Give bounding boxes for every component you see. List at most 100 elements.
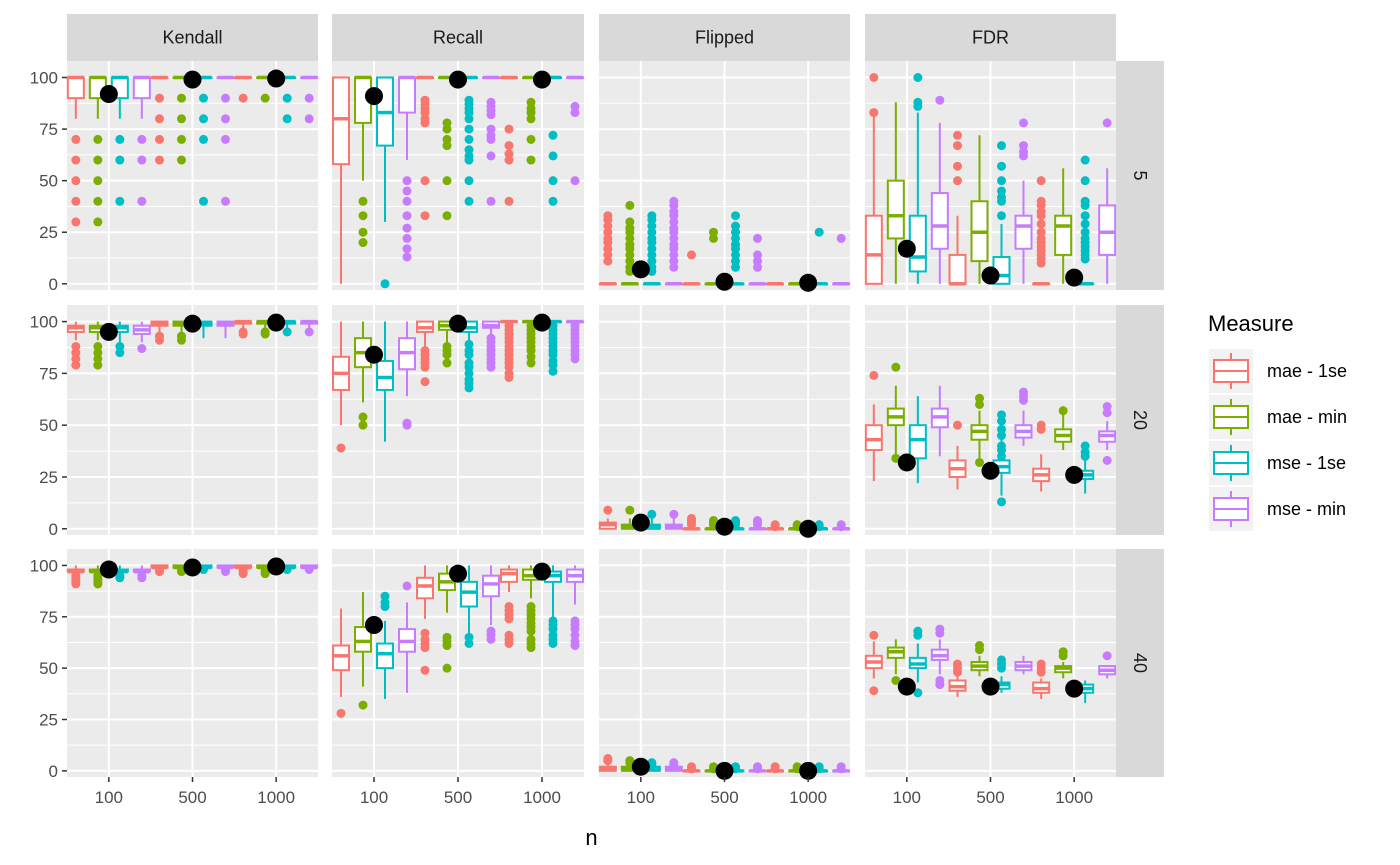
y-tick-label: 0 — [49, 762, 58, 781]
outlier-point — [603, 221, 613, 231]
outlier-point — [953, 667, 962, 677]
outlier-point — [570, 630, 580, 640]
outlier-point — [115, 196, 125, 206]
boxplot-mse-min — [216, 564, 235, 577]
outlier-point — [731, 221, 740, 231]
outlier-point — [570, 101, 580, 111]
outlier-point — [1102, 408, 1112, 418]
legend-entry: mse - 1se — [1209, 441, 1346, 485]
outlier-point — [548, 151, 558, 161]
outlier-point — [1036, 424, 1046, 434]
boxplot-mae-1se — [150, 564, 169, 577]
outlier-point — [603, 756, 613, 766]
boxplot-mae-1se — [864, 630, 883, 696]
panel-fdr-40 — [864, 549, 1117, 777]
outlier-point — [953, 176, 962, 186]
outlier-point — [647, 221, 657, 231]
box-group-n1000 — [766, 761, 851, 780]
outlier-point — [155, 155, 164, 165]
box-group-n100 — [598, 505, 683, 532]
outlier-point — [380, 279, 390, 289]
boxplot-mae-1se — [332, 76, 350, 284]
y-tick-label: 50 — [39, 659, 58, 678]
outlier-point — [93, 155, 103, 165]
outlier-point — [442, 663, 452, 673]
outlier-point — [997, 176, 1006, 186]
outlier-point — [115, 573, 125, 583]
y-tick-label: 50 — [39, 172, 58, 191]
outlier-point — [770, 764, 780, 774]
row-strip-label: 5 — [1130, 170, 1150, 180]
boxplot-mae-min — [438, 565, 456, 673]
outlier-point — [913, 688, 923, 698]
outlier-point — [1080, 219, 1090, 229]
strip-background — [599, 14, 850, 61]
legend-label: mse - 1se — [1267, 453, 1346, 473]
box-group-n500 — [682, 211, 767, 291]
boxplot-mae-1se — [1032, 659, 1051, 699]
boxplot-mae-min — [970, 135, 989, 284]
outlier-point — [997, 141, 1006, 151]
outlier-point — [464, 124, 474, 134]
outlier-point — [603, 238, 613, 248]
boxplot-mse-1se — [908, 73, 927, 284]
boxplot-mse-min — [132, 565, 151, 583]
boxplot-mse-min — [566, 319, 584, 364]
outlier-point — [526, 643, 536, 653]
mean-marker — [267, 557, 286, 576]
box-group-n100 — [598, 196, 683, 286]
outlier-point — [137, 134, 147, 144]
boxplot-mae-1se — [598, 211, 617, 286]
outlier-point — [731, 233, 740, 243]
outlier-point — [420, 176, 430, 186]
boxplot-mse-min — [398, 581, 416, 693]
panel-fdr-20 — [864, 305, 1117, 535]
outlier-point — [238, 93, 248, 103]
outlier-point — [731, 244, 740, 254]
outlier-point — [464, 362, 474, 372]
column-strip-fdr: FDR — [865, 14, 1116, 61]
boxplot-mae-min — [172, 564, 191, 577]
mean-marker — [631, 757, 650, 776]
outlier-point — [93, 348, 103, 358]
boxplot-mse-min — [398, 321, 416, 430]
outlier-point — [221, 93, 230, 103]
outlier-point — [442, 141, 452, 151]
iqr-box — [332, 76, 350, 166]
boxplot-mae-min — [172, 75, 191, 165]
iqr-box — [354, 626, 372, 653]
x-tick-label: 500 — [178, 788, 206, 807]
box-group-n500 — [948, 118, 1033, 286]
outlier-point — [137, 573, 147, 583]
column-strip-kendall: Kendall — [67, 14, 318, 61]
column-strip-label: FDR — [972, 28, 1009, 48]
outlier-point — [625, 256, 635, 266]
boxplot-mae-min — [88, 75, 107, 227]
outlier-point — [669, 200, 679, 210]
outlier-point — [464, 196, 474, 206]
outlier-point — [504, 149, 514, 159]
boxplot-mae-1se — [332, 608, 350, 718]
outlier-point — [1036, 219, 1046, 229]
row-strip-5: 5 — [1116, 61, 1164, 290]
y-tick-label: 75 — [39, 364, 58, 383]
column-strip-flipped: Flipped — [599, 14, 850, 61]
box-group-n500 — [416, 564, 500, 675]
outlier-point — [199, 196, 208, 206]
outlier-point — [177, 155, 186, 165]
outlier-point — [603, 244, 613, 254]
strip-background — [1116, 549, 1164, 777]
outlier-point — [155, 114, 164, 124]
panels-layer — [66, 61, 1117, 780]
outlier-point — [975, 645, 984, 655]
outlier-point — [221, 196, 230, 206]
outlier-point — [603, 250, 613, 260]
outlier-point — [570, 354, 580, 364]
legend-label: mse - min — [1267, 499, 1346, 519]
outlier-point — [504, 155, 514, 165]
boxplot-mae-1se — [598, 505, 617, 530]
boxplot-mse-min — [566, 565, 584, 651]
outlier-point — [669, 256, 679, 266]
outlier-point — [304, 114, 314, 124]
boxplot-mae-min — [704, 762, 723, 774]
